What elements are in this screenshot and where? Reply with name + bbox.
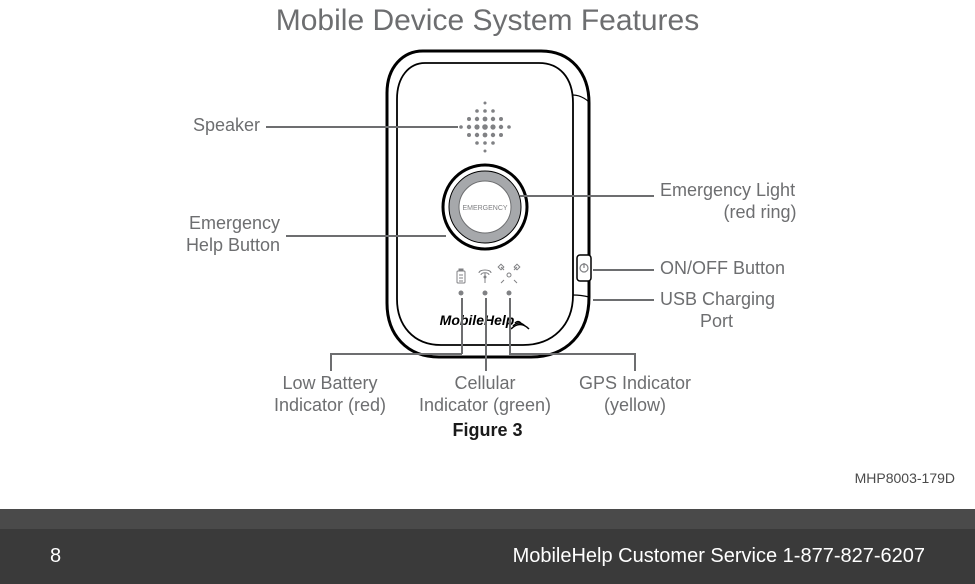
svg-text:MobileHelp: MobileHelp	[440, 312, 515, 328]
label-gps: GPS Indicator (yellow)	[560, 373, 710, 416]
label-text: Low Battery	[282, 373, 377, 393]
label-text: Help Button	[186, 235, 280, 255]
leader-cellular	[485, 298, 487, 371]
leader-speaker	[266, 126, 458, 128]
label-text: Indicator (red)	[274, 395, 386, 415]
footer-text: MobileHelp Customer Service 1-877-827-62…	[513, 545, 925, 568]
emergency-button-graphic: EMERGENCY	[443, 165, 527, 249]
leader-gps-v	[509, 298, 511, 354]
diagram-area: EMERGENCY	[0, 45, 975, 465]
leader-low-batt-v2	[330, 353, 332, 371]
leader-gps-v2	[634, 353, 636, 371]
label-text: Cellular	[454, 373, 515, 393]
label-text: Emergency	[189, 213, 280, 233]
leader-low-batt-h	[330, 353, 462, 355]
label-text: USB Charging	[660, 289, 775, 309]
label-text: Port	[660, 311, 733, 333]
page-title: Mobile Device System Features	[0, 4, 975, 38]
label-emergency-light: Emergency Light (red ring)	[660, 180, 860, 223]
label-text: GPS Indicator	[579, 373, 691, 393]
document-code: MHP8003-179D	[855, 470, 955, 486]
leader-usb	[593, 299, 654, 301]
device-illustration: EMERGENCY	[373, 45, 603, 365]
page-number: 8	[50, 545, 61, 568]
leader-emergency-button	[286, 235, 446, 237]
label-speaker: Speaker	[120, 115, 260, 137]
label-text: Emergency Light	[660, 180, 795, 200]
label-text: Indicator (green)	[419, 395, 551, 415]
power-button-graphic	[577, 255, 591, 281]
label-emergency-help-button: Emergency Help Button	[120, 213, 280, 256]
label-low-battery: Low Battery Indicator (red)	[250, 373, 410, 416]
leader-low-batt-v	[461, 298, 463, 354]
label-text: (yellow)	[604, 395, 666, 415]
footer-bar: 8 MobileHelp Customer Service 1-877-827-…	[0, 529, 975, 584]
emergency-button-label: EMERGENCY	[462, 205, 507, 212]
leader-on-off	[593, 269, 654, 271]
label-text: (red ring)	[660, 202, 860, 224]
figure-caption: Figure 3	[0, 420, 975, 441]
label-usb-port: USB Charging Port	[660, 289, 860, 332]
footer: 8 MobileHelp Customer Service 1-877-827-…	[0, 509, 975, 584]
leader-emergency-light	[520, 195, 654, 197]
leader-gps-h	[509, 353, 635, 355]
label-on-off: ON/OFF Button	[660, 258, 860, 280]
label-cellular: Cellular Indicator (green)	[405, 373, 565, 416]
